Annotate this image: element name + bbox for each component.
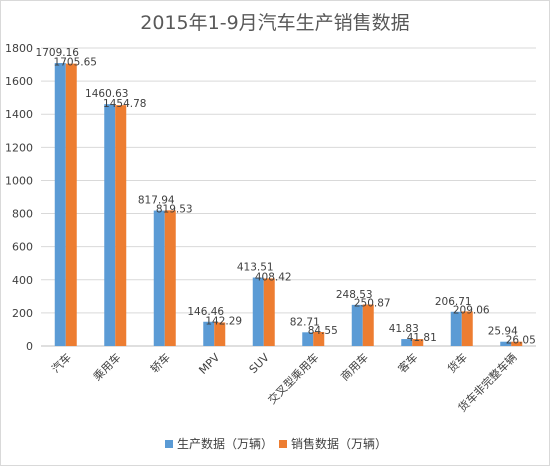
- bar-sales: [164, 210, 176, 346]
- bar-sales: [461, 311, 473, 346]
- data-label: 142.29: [205, 315, 242, 327]
- data-label: 819.53: [156, 203, 193, 215]
- y-tick-label: 600: [12, 241, 33, 254]
- bar-sales: [412, 339, 424, 346]
- data-label: 84.55: [308, 325, 338, 337]
- bar-sales: [115, 105, 127, 346]
- y-tick-label: 1200: [5, 141, 33, 154]
- data-label: 1460.63: [85, 88, 128, 100]
- x-category-label: 汽车: [48, 350, 73, 375]
- bar-sales: [313, 332, 325, 346]
- x-category-label: 轿车: [147, 350, 172, 375]
- bar-sales: [214, 322, 226, 346]
- data-label: 25.94: [488, 326, 518, 338]
- data-label: 408.42: [255, 271, 292, 283]
- legend-swatch: [165, 440, 173, 448]
- x-category-label: 商用车: [338, 350, 371, 383]
- chart-title: 2015年1-9月汽车生产销售数据: [140, 12, 409, 34]
- data-label: 41.83: [389, 323, 419, 335]
- bar-sales: [65, 63, 77, 346]
- bar-sales: [511, 341, 523, 346]
- bar-production: [500, 341, 512, 346]
- data-label: 248.53: [336, 289, 373, 301]
- data-label: 41.81: [407, 332, 437, 344]
- legend-label: 销售数据（万辆）: [291, 436, 387, 451]
- data-label: 817.94: [138, 195, 175, 207]
- data-label: 146.46: [187, 306, 224, 318]
- bar-production: [54, 63, 66, 347]
- legend: 生产数据（万辆） 销售数据（万辆）: [165, 436, 387, 451]
- x-category-label: 乘用车: [90, 350, 123, 383]
- bar-production: [450, 311, 462, 346]
- data-label: 82.71: [290, 316, 320, 328]
- data-label: 1454.78: [103, 98, 146, 110]
- data-label: 206.71: [435, 296, 472, 308]
- x-category-label: 客车: [395, 350, 420, 375]
- bar-production: [252, 277, 264, 346]
- data-label: 413.51: [237, 262, 274, 274]
- x-category-label: 货车: [444, 350, 469, 375]
- y-tick-label: 1600: [5, 75, 33, 88]
- bar-sales: [263, 278, 275, 346]
- bar-production: [153, 210, 165, 346]
- bar-production: [351, 304, 363, 346]
- y-tick-label: 400: [12, 274, 33, 287]
- y-tick-label: 1400: [5, 108, 33, 121]
- bar-production: [401, 339, 413, 346]
- data-label: 250.87: [354, 297, 391, 309]
- data-label: 26.05: [506, 335, 536, 347]
- bars: [54, 63, 523, 347]
- bar-production: [302, 332, 314, 346]
- x-category-label: 交叉型乘用车: [265, 350, 322, 407]
- y-tick-label: 1000: [5, 174, 33, 187]
- y-tick-label: 1800: [5, 42, 33, 55]
- bar-production: [203, 321, 215, 346]
- y-tick-label: 800: [12, 208, 33, 221]
- x-category-label: SUV: [247, 351, 272, 376]
- data-label: 1709.16: [36, 47, 80, 59]
- x-category-label: MPV: [196, 351, 222, 377]
- data-label: 209.06: [453, 304, 490, 316]
- y-tick-label: 200: [12, 307, 33, 320]
- bar-production: [104, 104, 116, 346]
- legend-swatch: [279, 440, 287, 448]
- legend-label: 生产数据（万辆）: [177, 436, 273, 451]
- y-tick-label: 0: [26, 340, 33, 353]
- bar-sales: [362, 304, 374, 346]
- data-label: 1705.65: [54, 57, 97, 69]
- y-axis-ticks: 0 200 400 600 800 1000 1200 1400 1600 1800: [5, 42, 33, 353]
